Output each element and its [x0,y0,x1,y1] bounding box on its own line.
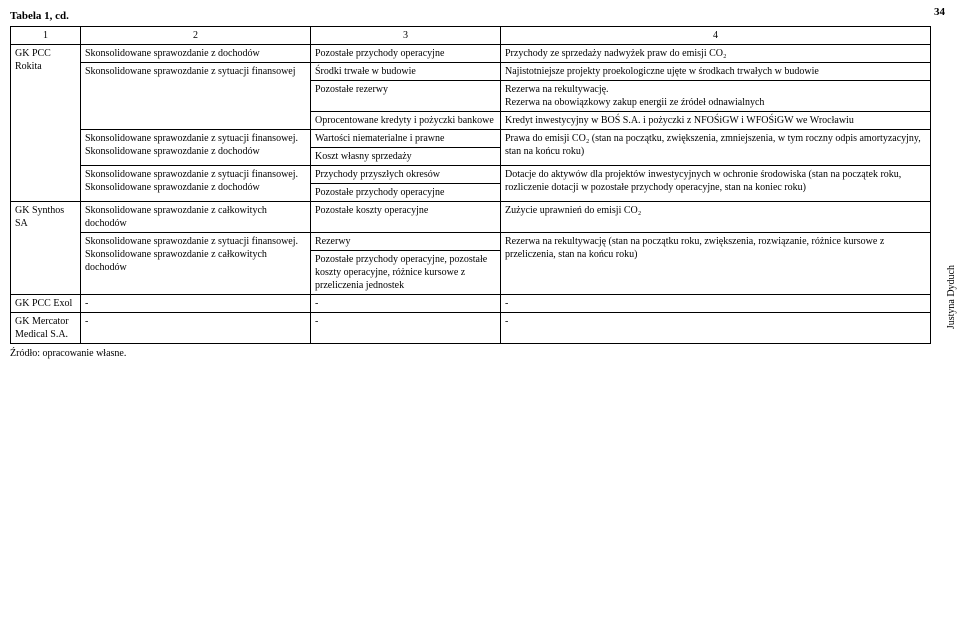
cell: - [81,313,311,344]
cell: Kredyt inwestycyjny w BOŚ S.A. i pożyczk… [501,112,931,130]
cell: - [311,295,501,313]
cell: Skonsolidowane sprawozdanie z sytuacji f… [81,233,311,295]
cell: Zużycie uprawnień do emisji CO₂ [501,202,931,233]
cell: Pozostałe przychody operacyjne [311,45,501,63]
cell: Koszt własny sprzedaży [311,148,501,166]
table-row: Skonsolidowane sprawozdanie z sytuacji f… [11,130,931,148]
cell: Rezerwa na rekultywację (stan na początk… [501,233,931,295]
group-label: GK PCC Rokita [11,45,81,202]
group-label: GK Mercator Medical S.A. [11,313,81,344]
cell: Skonsolidowane sprawozdanie z sytuacji f… [81,63,311,130]
table-caption: Tabela 1, cd. [10,10,949,22]
table-row: GK Synthos SA Skonsolidowane sprawozdani… [11,202,931,233]
header-col-2: 2 [81,27,311,45]
cell: Oprocentowane kredyty i pożyczki bankowe [311,112,501,130]
main-table: 1 2 3 4 GK PCC Rokita Skonsolidowane spr… [10,26,931,344]
cell: - [81,295,311,313]
group-label: GK Synthos SA [11,202,81,295]
cell: - [311,313,501,344]
table-row: Skonsolidowane sprawozdanie z sytuacji f… [11,63,931,81]
table-row: GK Mercator Medical S.A. - - - [11,313,931,344]
table-header-row: 1 2 3 4 [11,27,931,45]
cell: Rezerwy [311,233,501,251]
cell: Pozostałe koszty operacyjne [311,202,501,233]
cell: Skonsolidowane sprawozdanie z całkowityc… [81,202,311,233]
cell: Pozostałe rezerwy [311,81,501,112]
group-label: GK PCC Exol [11,295,81,313]
header-col-3: 3 [311,27,501,45]
header-col-1: 1 [11,27,81,45]
cell: Skonsolidowane sprawozdanie z sytuacji f… [81,166,311,202]
cell: - [501,313,931,344]
cell: Prawa do emisji CO₂ (stan na początku, z… [501,130,931,166]
table-row: GK PCC Rokita Skonsolidowane sprawozdani… [11,45,931,63]
source-note: Źródło: opracowanie własne. [10,348,949,359]
table-row: GK PCC Exol - - - [11,295,931,313]
side-author: Justyna Dyduch [946,265,957,329]
cell: Wartości niematerialne i prawne [311,130,501,148]
cell: Skonsolidowane sprawozdanie z dochodów [81,45,311,63]
table-row: Skonsolidowane sprawozdanie z sytuacji f… [11,166,931,184]
cell: Przychody ze sprzedaży nadwyżek praw do … [501,45,931,63]
cell: Pozostałe przychody operacyjne, pozostał… [311,251,501,295]
cell: Pozostałe przychody operacyjne [311,184,501,202]
cell: - [501,295,931,313]
table-row: Skonsolidowane sprawozdanie z sytuacji f… [11,233,931,251]
header-col-4: 4 [501,27,931,45]
cell: Skonsolidowane sprawozdanie z sytuacji f… [81,130,311,166]
cell: Najistotniejsze projekty proekologiczne … [501,63,931,81]
cell: Środki trwałe w budowie [311,63,501,81]
page-number: 34 [934,6,945,18]
cell: Rezerwa na rekultywację. Rezerwa na obow… [501,81,931,112]
cell: Dotacje do aktywów dla projektów inwesty… [501,166,931,202]
cell: Przychody przyszłych okresów [311,166,501,184]
